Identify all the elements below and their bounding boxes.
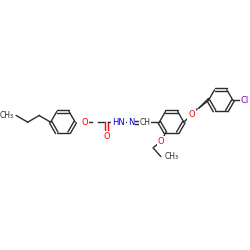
Text: O: O bbox=[158, 137, 164, 146]
Text: O: O bbox=[81, 118, 88, 127]
Text: CH₃: CH₃ bbox=[164, 152, 178, 161]
Text: O: O bbox=[103, 132, 110, 141]
Text: N: N bbox=[128, 118, 134, 127]
Text: HN: HN bbox=[112, 118, 125, 127]
Text: Cl: Cl bbox=[240, 96, 249, 105]
Text: CH₃: CH₃ bbox=[0, 111, 14, 120]
Text: O: O bbox=[188, 110, 195, 119]
Text: CH: CH bbox=[140, 118, 150, 127]
